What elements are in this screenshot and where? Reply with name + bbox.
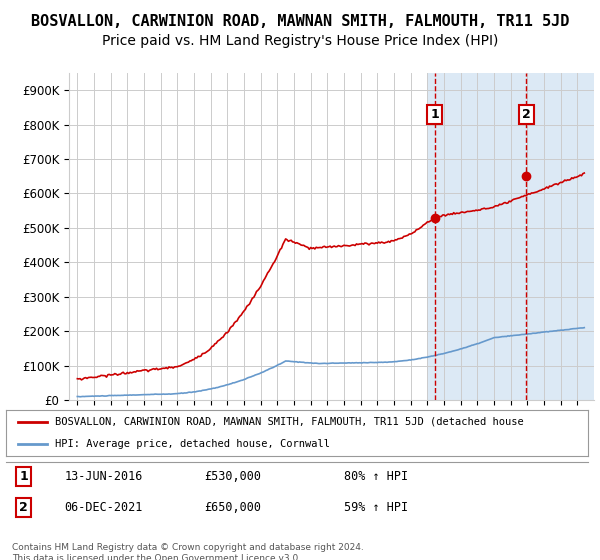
Text: 2: 2 xyxy=(521,108,530,121)
Text: 1: 1 xyxy=(19,470,28,483)
Text: 80% ↑ HPI: 80% ↑ HPI xyxy=(344,470,407,483)
Text: BOSVALLON, CARWINION ROAD, MAWNAN SMITH, FALMOUTH, TR11 5JD: BOSVALLON, CARWINION ROAD, MAWNAN SMITH,… xyxy=(31,14,569,29)
Text: £530,000: £530,000 xyxy=(204,470,261,483)
Text: 06-DEC-2021: 06-DEC-2021 xyxy=(64,501,143,514)
Bar xyxy=(427,73,594,400)
Text: Contains HM Land Registry data © Crown copyright and database right 2024.
This d: Contains HM Land Registry data © Crown c… xyxy=(12,543,364,560)
Text: 59% ↑ HPI: 59% ↑ HPI xyxy=(344,501,407,514)
Text: 2: 2 xyxy=(19,501,28,514)
Text: £650,000: £650,000 xyxy=(204,501,261,514)
Text: 1: 1 xyxy=(430,108,439,121)
Text: 13-JUN-2016: 13-JUN-2016 xyxy=(64,470,143,483)
Text: HPI: Average price, detached house, Cornwall: HPI: Average price, detached house, Corn… xyxy=(55,438,331,449)
Text: BOSVALLON, CARWINION ROAD, MAWNAN SMITH, FALMOUTH, TR11 5JD (detached house: BOSVALLON, CARWINION ROAD, MAWNAN SMITH,… xyxy=(55,417,524,427)
Text: Price paid vs. HM Land Registry's House Price Index (HPI): Price paid vs. HM Land Registry's House … xyxy=(102,34,498,48)
